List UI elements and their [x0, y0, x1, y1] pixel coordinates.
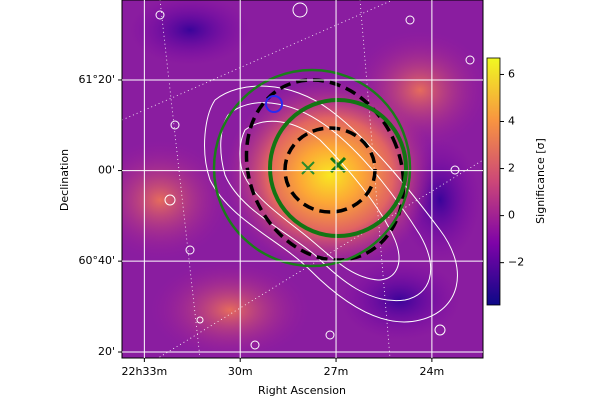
x-axis-label: Right Ascension — [258, 384, 346, 397]
y-axis-label: Declination — [58, 149, 71, 211]
contours — [155, 2, 475, 350]
colorbar-tick-label: 6 — [508, 67, 515, 80]
colorbar-tick-label: −2 — [508, 256, 524, 269]
coord-lines — [122, 0, 483, 358]
y-tick-label: 00' — [98, 164, 115, 177]
colorbar — [486, 57, 501, 306]
y-tick-label: 20' — [98, 345, 115, 358]
x-tick-label: 22h33m — [122, 365, 168, 378]
sky-image — [122, 0, 483, 358]
colorbar-tick-label: 4 — [508, 115, 515, 128]
colorbar-tick-label: 0 — [508, 209, 515, 222]
x-tick-label: 30m — [228, 365, 253, 378]
plot-frame — [121, 0, 484, 359]
y-tick-label: 60°40' — [78, 254, 115, 267]
y-tick-label: 61°20' — [78, 73, 115, 86]
x-tick-label: 24m — [420, 365, 445, 378]
colorbar-label: Significance [σ] — [534, 138, 547, 224]
colorbar-tick-label: 2 — [508, 162, 515, 175]
x-tick-label: 27m — [324, 365, 349, 378]
